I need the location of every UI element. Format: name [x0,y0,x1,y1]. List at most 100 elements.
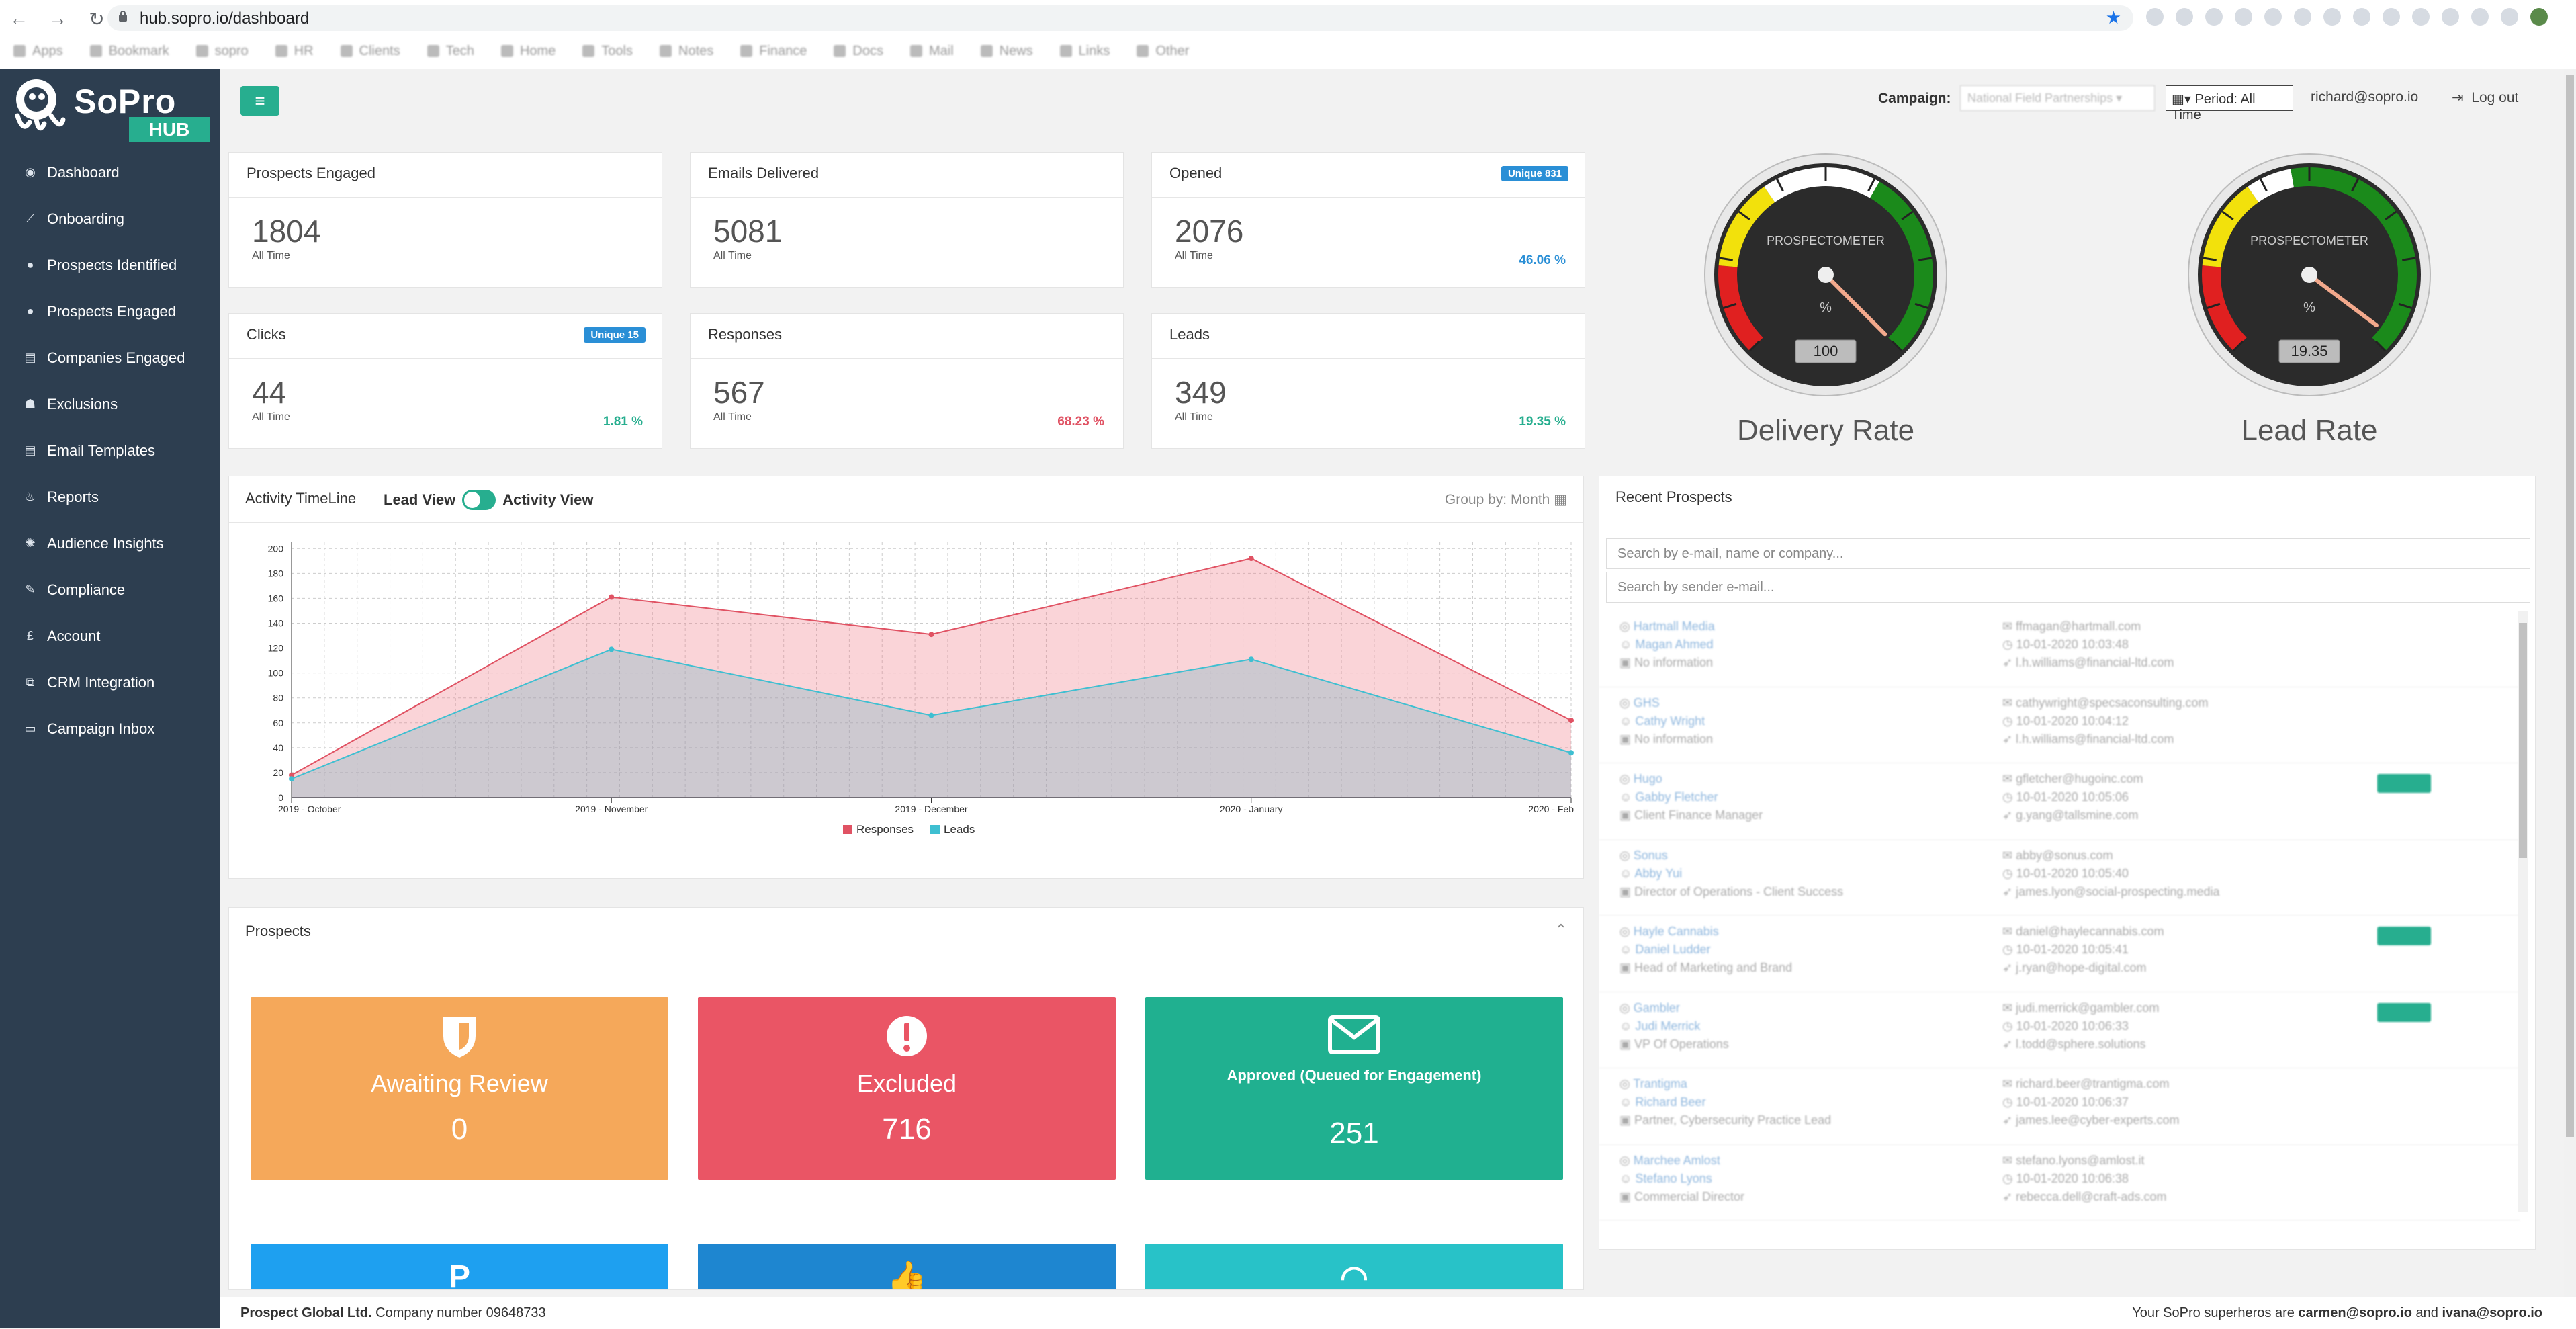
recent-prospects-scrollbar[interactable] [2518,611,2528,1212]
bookmark-item[interactable]: Home [500,44,556,59]
prospect-name-link[interactable]: Abby Yui [1634,866,1683,880]
extension-icon[interactable] [2412,8,2430,26]
recent-prospect-row[interactable]: ◎ Hugo ☺ Gabby Fletcher ▣ Client Finance M… [1599,763,2520,840]
sidebar-item-onboarding[interactable]: ⟋ Onboarding [0,196,220,242]
bookmark-item[interactable]: Clients [340,44,400,59]
period-button[interactable]: ▦▾ Period: All Time [2166,85,2293,122]
group-by-button[interactable]: Group by: Month ▦ [1445,491,1567,508]
recent-prospect-row[interactable]: ◎ Hartmall Media ☺ Magan Ahmed ▣ No inform… [1599,611,2520,687]
prospect-name-link[interactable]: Magan Ahmed [1635,638,1714,651]
extension-icon[interactable] [2294,8,2311,26]
prospect-name-link[interactable]: Daniel Ludder [1635,943,1711,956]
sidebar-item-companies-engaged[interactable]: ▤ Companies Engaged [0,335,220,381]
page-scrollbar[interactable] [2564,69,2576,1297]
logout-link[interactable]: ⇥ Log out [2452,89,2518,106]
view-toggle-switch[interactable] [462,490,496,510]
extension-icon[interactable] [2501,8,2518,26]
sender-search-input[interactable]: Search by sender e-mail... [1606,572,2530,603]
sidebar-item-dashboard[interactable]: ◉ Dashboard [0,149,220,196]
sidebar-item-reports[interactable]: ♨ Reports [0,474,220,520]
bookmark-item[interactable]: Bookmark [89,44,169,59]
company-link[interactable]: Hayle Cannabis [1633,925,1719,938]
recent-prospect-row[interactable]: ◎ Sonus ☺ Abby Yui ▣ Director of Operation… [1599,840,2520,916]
hamburger-menu-button[interactable]: ≡ [240,86,279,116]
bookmark-item[interactable]: Notes [660,44,713,59]
sidebar-item-account[interactable]: £ Account [0,613,220,659]
company-link[interactable]: Hartmall Media [1633,619,1715,633]
extension-icon[interactable] [2353,8,2370,26]
sidebar-item-campaign-inbox[interactable]: ▭ Campaign Inbox [0,705,220,752]
extension-icon[interactable] [2176,8,2193,26]
data-point-leads[interactable] [928,712,934,718]
recent-prospect-row[interactable]: ◎ Trantigma ☺ Richard Beer ▣ Partner, Cybe… [1599,1068,2520,1145]
company-link[interactable]: Marchee Amlost [1633,1153,1720,1167]
data-point-responses[interactable] [1248,556,1254,562]
company-link[interactable]: Hugo [1633,772,1662,785]
bookmark-item[interactable]: Finance [740,44,807,59]
bookmark-item[interactable]: HR [275,44,314,59]
data-point-leads[interactable] [609,646,615,652]
prospect-name-link[interactable]: Stefano Lyons [1635,1171,1712,1185]
company-link[interactable]: Gambler [1633,1000,1680,1015]
legend-label[interactable]: Leads [944,823,975,836]
recent-prospect-row[interactable]: ◎ Marchee Amlost ☺ Stefano Lyons ▣ Commerc… [1599,1145,2520,1221]
prospect-tile-lower[interactable]: P [251,1244,668,1289]
prospect-tile-lower[interactable]: ◠ [1145,1244,1563,1289]
company-link[interactable]: GHS [1633,695,1660,710]
data-point-leads[interactable] [1568,750,1574,756]
reload-icon[interactable]: ↻ [89,9,105,30]
sidebar-item-exclusions[interactable]: ☗ Exclusions [0,381,220,427]
sidebar-item-prospects-engaged[interactable]: ● Prospects Engaged [0,288,220,335]
data-point-leads[interactable] [1248,656,1254,662]
back-arrow-icon[interactable]: ← [9,8,28,29]
prospect-tile-approved[interactable]: Approved (Queued for Engagement) 251 [1145,997,1563,1180]
sidebar-item-prospects-identified[interactable]: ● Prospects Identified [0,242,220,288]
prospect-search-input[interactable]: Search by e-mail, name or company... [1606,538,2530,569]
extension-icon[interactable] [2146,8,2164,26]
data-point-leads[interactable] [289,776,294,782]
chevron-up-icon[interactable]: ⌃ [1554,921,1567,938]
prospect-tile-lower[interactable]: 👍 [698,1244,1116,1289]
data-point-responses[interactable] [609,594,615,600]
extension-icon[interactable] [2264,8,2282,26]
bookmark-item[interactable]: sopro [195,44,249,59]
prospect-name-link[interactable]: Richard Beer [1635,1095,1706,1109]
extension-icon[interactable] [2235,8,2252,26]
recent-prospect-row[interactable]: ◎ GHS ☺ Cathy Wright ▣ No information ✉ cat… [1599,687,2520,763]
bookmark-item[interactable]: Apps [13,44,63,59]
sopro-logo[interactable]: SoPro HUB [9,73,210,142]
sidebar-item-crm-integration[interactable]: ⧉ CRM Integration [0,659,220,705]
prospect-name-link[interactable]: Judi Merrick [1635,1019,1701,1033]
activity-view-label[interactable]: Activity View [502,491,594,508]
bookmark-star-icon[interactable]: ★ [2105,7,2121,28]
forward-arrow-icon[interactable]: → [48,8,67,29]
prospect-tile-awaiting[interactable]: Awaiting Review 0 [251,997,668,1180]
address-bar[interactable]: hub.sopro.io/dashboard ★ [107,5,2133,31]
sidebar-item-email-templates[interactable]: ▤ Email Templates [0,427,220,474]
bookmark-item[interactable]: Other [1137,44,1189,59]
company-link[interactable]: Sonus [1633,848,1668,862]
superhero-email-2[interactable]: ivana@sopro.io [2442,1305,2542,1320]
bookmark-item[interactable]: Tech [427,44,474,59]
legend-label[interactable]: Responses [856,823,914,836]
extension-icon[interactable] [2442,8,2459,26]
data-point-responses[interactable] [928,632,934,638]
superhero-email-1[interactable]: carmen@sopro.io [2298,1305,2412,1320]
sidebar-item-compliance[interactable]: ✎ Compliance [0,566,220,613]
bookmark-item[interactable]: Tools [582,44,633,59]
profile-avatar-icon[interactable] [2530,8,2548,26]
extension-icon[interactable] [2323,8,2341,26]
bookmark-item[interactable]: Mail [909,44,954,59]
extension-icon[interactable] [2383,8,2400,26]
bookmark-item[interactable]: Links [1059,44,1110,59]
company-link[interactable]: Trantigma [1633,1077,1687,1090]
bookmark-item[interactable]: Docs [834,44,883,59]
campaign-select[interactable]: National Field Partnerships ▾ [1960,85,2155,111]
prospect-name-link[interactable]: Gabby Fletcher [1635,790,1718,804]
prospect-tile-excluded[interactable]: Excluded 716 [698,997,1116,1180]
lead-view-label[interactable]: Lead View [384,491,456,508]
data-point-responses[interactable] [1568,718,1574,724]
bookmark-item[interactable]: News [980,44,1033,59]
sidebar-item-audience-insights[interactable]: ✺ Audience Insights [0,520,220,566]
prospect-name-link[interactable]: Cathy Wright [1635,714,1705,728]
